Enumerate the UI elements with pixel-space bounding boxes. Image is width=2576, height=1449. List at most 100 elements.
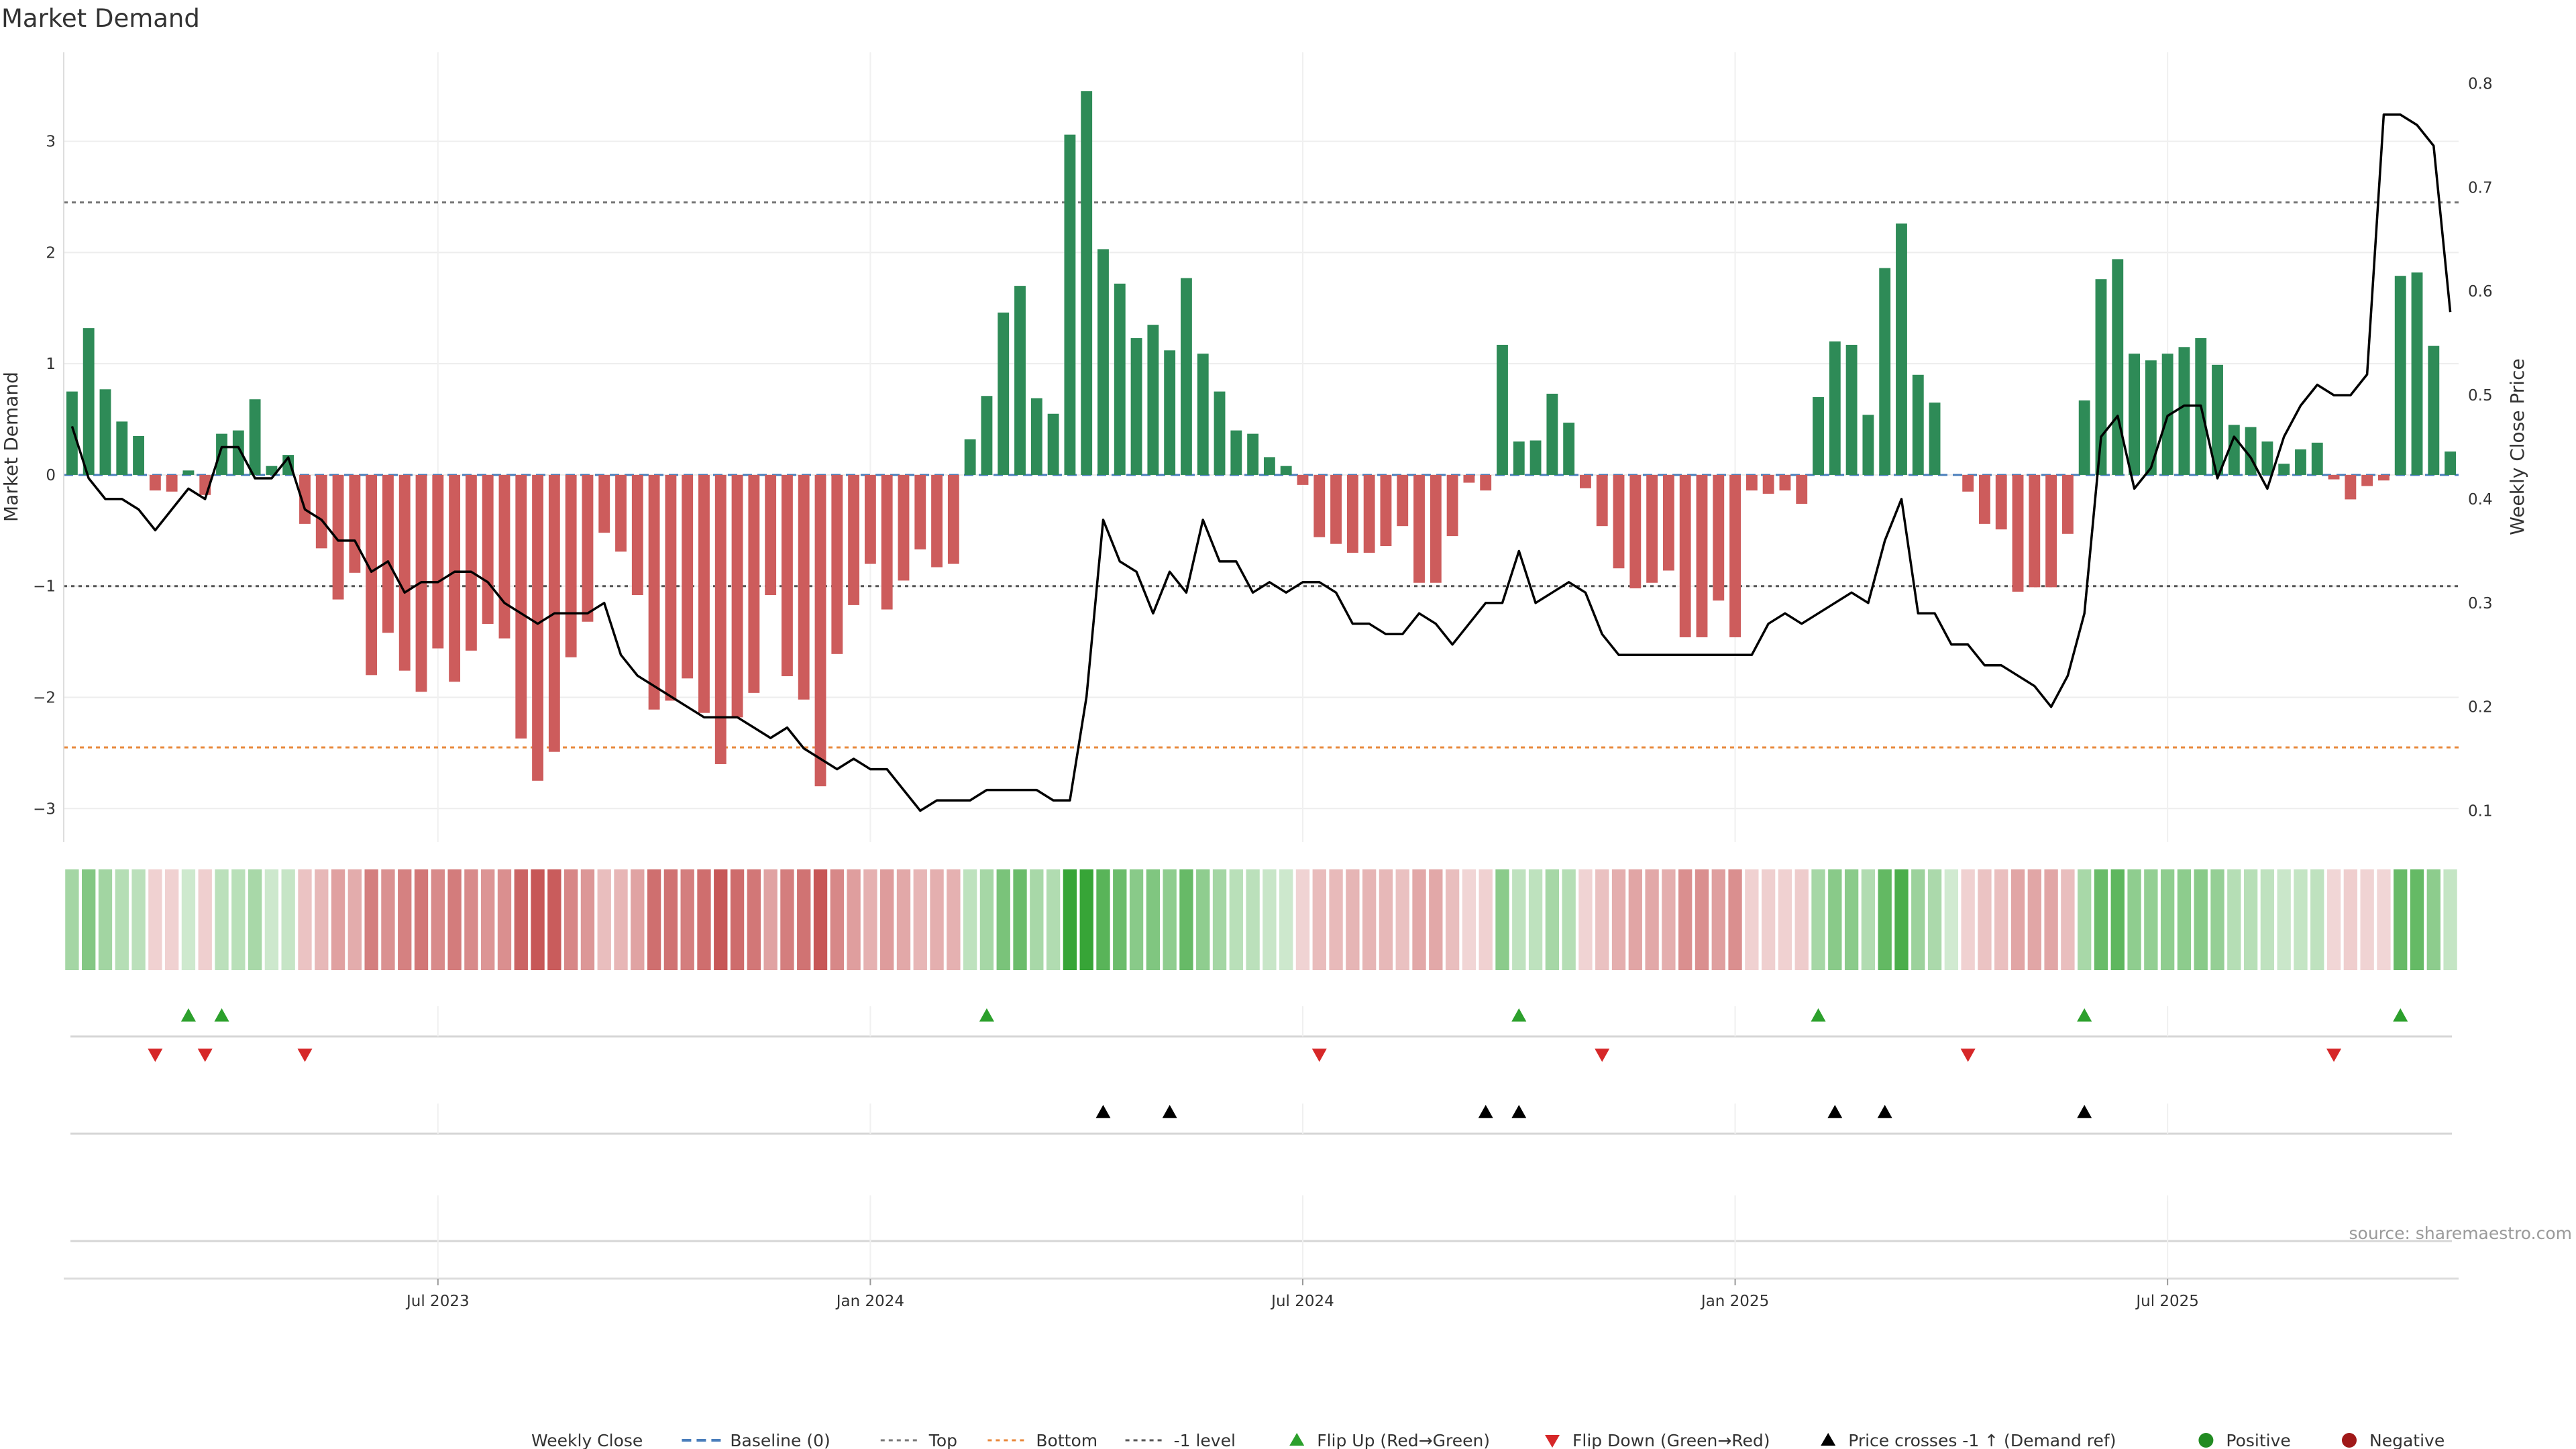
y-left-tick-label: −2: [33, 689, 56, 706]
heat-cell: [1196, 869, 1210, 970]
heat-cell: [631, 869, 645, 970]
heat-cell: [1745, 869, 1759, 970]
price-cross-marker: [2077, 1105, 2092, 1118]
legend-label: Price crosses -1 ↑ (Demand ref): [1848, 1431, 2116, 1449]
heat-cell: [913, 869, 927, 970]
heat-cell: [2027, 869, 2041, 970]
heat-cell: [1711, 869, 1725, 970]
heat-cell: [1695, 869, 1709, 970]
positive-demand-bar: [1845, 344, 1858, 475]
positive-demand-bar: [1081, 91, 1093, 475]
price-cross-marker: [1162, 1105, 1177, 1118]
negative-demand-bar: [332, 474, 344, 600]
positive-demand-bar: [1563, 423, 1575, 475]
heat-cell: [1578, 869, 1593, 970]
heat-cell: [364, 869, 378, 970]
flip-down-marker: [2326, 1049, 2342, 1062]
weekly-close-line: [70, 113, 2452, 812]
negative-demand-bar: [1629, 474, 1642, 589]
legend-label: Baseline (0): [730, 1431, 830, 1449]
heat-cell: [281, 869, 295, 970]
flip-up-marker: [1811, 1008, 1826, 1022]
negative-demand-bar: [1596, 474, 1608, 527]
heat-cell: [231, 869, 246, 970]
negative-demand-bar: [1796, 474, 1808, 504]
heat-cell: [697, 869, 711, 970]
heat-cell: [2110, 869, 2125, 970]
negative-demand-bar: [1446, 474, 1458, 537]
positive-demand-bar: [1164, 350, 1176, 475]
heat-cell: [813, 869, 828, 970]
positive-demand-bar: [66, 391, 78, 475]
heat-cell: [331, 869, 345, 970]
positive-demand-bar: [1513, 441, 1525, 475]
negative-demand-bar: [2061, 474, 2074, 534]
heat-cell: [2410, 869, 2424, 970]
heat-cell: [647, 869, 661, 970]
heat-cell: [2360, 869, 2374, 970]
negative-demand-bar: [565, 474, 577, 657]
positive-demand-bar: [1214, 391, 1226, 475]
negative-demand-bar: [2345, 474, 2357, 500]
heat-cell: [2160, 869, 2175, 970]
negative-demand-bar: [366, 474, 378, 676]
heat-cell: [2094, 869, 2108, 970]
heat-cell: [996, 869, 1010, 970]
heat-cell: [830, 869, 844, 970]
heat-cell: [1096, 869, 1110, 970]
y-right-axis-title: Weekly Close Price: [2506, 358, 2528, 535]
y-right-tick-label: 0.8: [2468, 75, 2493, 93]
negative-demand-bar: [1480, 474, 1492, 491]
positive-demand-bar: [1230, 430, 1242, 475]
y-right-tick-label: 0.6: [2468, 283, 2493, 301]
heat-cell: [1179, 869, 1193, 970]
heat-cell: [398, 869, 412, 970]
negative-demand-bar: [947, 474, 959, 564]
heat-cell: [315, 869, 329, 970]
heat-cell: [1429, 869, 1443, 970]
y-left-tick-label: 1: [46, 356, 56, 373]
negative-demand-bar: [864, 474, 876, 564]
heat-cell: [1395, 869, 1409, 970]
negative-demand-bar: [665, 474, 677, 701]
negative-demand-bar: [1779, 474, 1791, 491]
y-left-tick-label: 3: [46, 133, 56, 151]
negative-demand-bar: [814, 474, 826, 787]
heat-cell: [248, 869, 262, 970]
negative-demand-bar: [782, 474, 793, 676]
price-cross-marker: [1478, 1105, 1493, 1118]
legend-item-baseline: Baseline (0): [682, 1431, 830, 1449]
negative-demand-bar: [1713, 474, 1725, 601]
heat-cell: [115, 869, 129, 970]
heat-cell: [2377, 869, 2391, 970]
heat-cell: [2243, 869, 2258, 970]
positive-demand-bar: [2278, 464, 2290, 475]
heat-cell: [2127, 869, 2141, 970]
legend: Weekly Close Baseline (0) Top Bottom -1 leve…: [531, 1431, 2445, 1449]
heat-cell: [1279, 869, 1293, 970]
negative-demand-bar: [1729, 474, 1741, 637]
legend-item-minus_one: -1 level: [1125, 1431, 1236, 1449]
heat-cell: [880, 869, 894, 970]
heat-cell: [2227, 869, 2241, 970]
positive-demand-bar: [99, 389, 111, 475]
positive-demand-bar: [249, 399, 261, 475]
heat-cell: [947, 869, 961, 970]
heat-cell: [98, 869, 113, 970]
positive-demand-bar: [1097, 249, 1109, 475]
y-left-tick-label: 2: [46, 244, 56, 262]
negative-demand-bar: [515, 474, 527, 739]
heat-cell: [1163, 869, 1177, 970]
heat-cell: [1811, 869, 1825, 970]
legend-item-top: Top: [880, 1431, 957, 1449]
positive-demand-bar: [133, 435, 144, 475]
negative-demand-bar: [1430, 474, 1442, 583]
positive-demand-bar: [1014, 286, 1026, 475]
heat-cell: [1030, 869, 1044, 970]
negative-demand-bar: [682, 474, 694, 679]
heat-cell: [714, 869, 728, 970]
positive-demand-bar: [1912, 374, 1924, 475]
flip-down-marker: [1311, 1049, 1327, 1062]
heat-cell: [1861, 869, 1876, 970]
heat-cell: [1961, 869, 1975, 970]
